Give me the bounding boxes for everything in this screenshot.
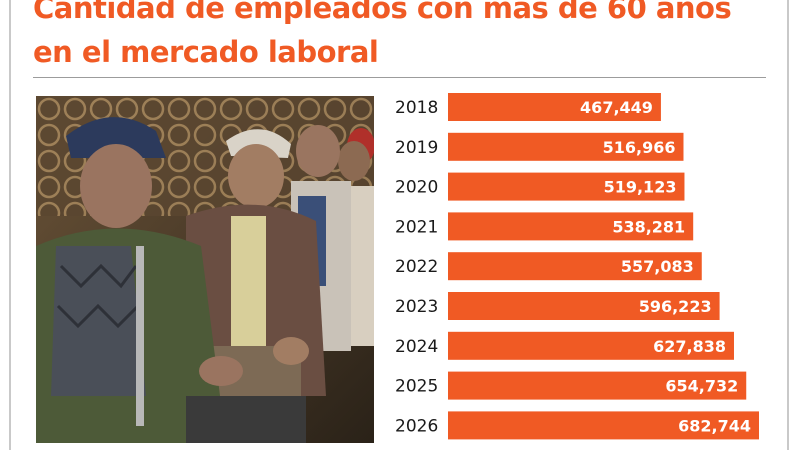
year-label-2021: 2021	[395, 217, 438, 237]
bar-2018	[448, 93, 661, 121]
right-frame-border	[787, 0, 789, 450]
year-label-2019: 2019	[395, 138, 438, 158]
elderly-men-photo	[36, 96, 374, 443]
bar-2026	[448, 411, 759, 440]
value-label-2022: 557,083	[621, 257, 694, 276]
page-title: Cantidad de empleados con más de 60 años…	[33, 0, 773, 74]
bar-2022	[448, 252, 702, 281]
year-label-2018: 2018	[395, 98, 438, 118]
value-label-2024: 627,838	[653, 337, 726, 356]
year-label-2023: 2023	[395, 297, 438, 317]
year-label-2026: 2026	[395, 416, 438, 436]
bar-chart: 2018 467,449 2019 516,966 2020 519,123 2021 538…	[395, 93, 759, 440]
year-label-2024: 2024	[395, 337, 438, 357]
title-divider	[33, 77, 766, 78]
year-label-2020: 2020	[395, 178, 438, 198]
bar-2019	[448, 132, 684, 161]
value-label-2023: 596,223	[639, 297, 712, 316]
value-label-2021: 538,281	[612, 217, 685, 236]
bar-2021	[448, 212, 694, 241]
year-label-2025: 2025	[395, 377, 438, 397]
value-label-2018: 467,449	[580, 98, 653, 117]
year-label-2022: 2022	[395, 257, 438, 277]
left-frame-border	[9, 0, 11, 450]
value-label-2026: 682,744	[678, 416, 751, 435]
value-label-2025: 654,732	[665, 377, 738, 396]
bar-2024	[448, 331, 734, 360]
value-label-2020: 519,123	[604, 178, 677, 197]
title-line-1: Cantidad de empleados con más de 60 años	[33, 0, 732, 25]
value-label-2019: 516,966	[603, 138, 676, 157]
bar-2025	[448, 371, 747, 400]
photo-illustration	[36, 96, 374, 443]
title-line-2: en el mercado laboral	[33, 35, 379, 69]
bar-2023	[448, 292, 720, 320]
bar-2020	[448, 172, 685, 201]
